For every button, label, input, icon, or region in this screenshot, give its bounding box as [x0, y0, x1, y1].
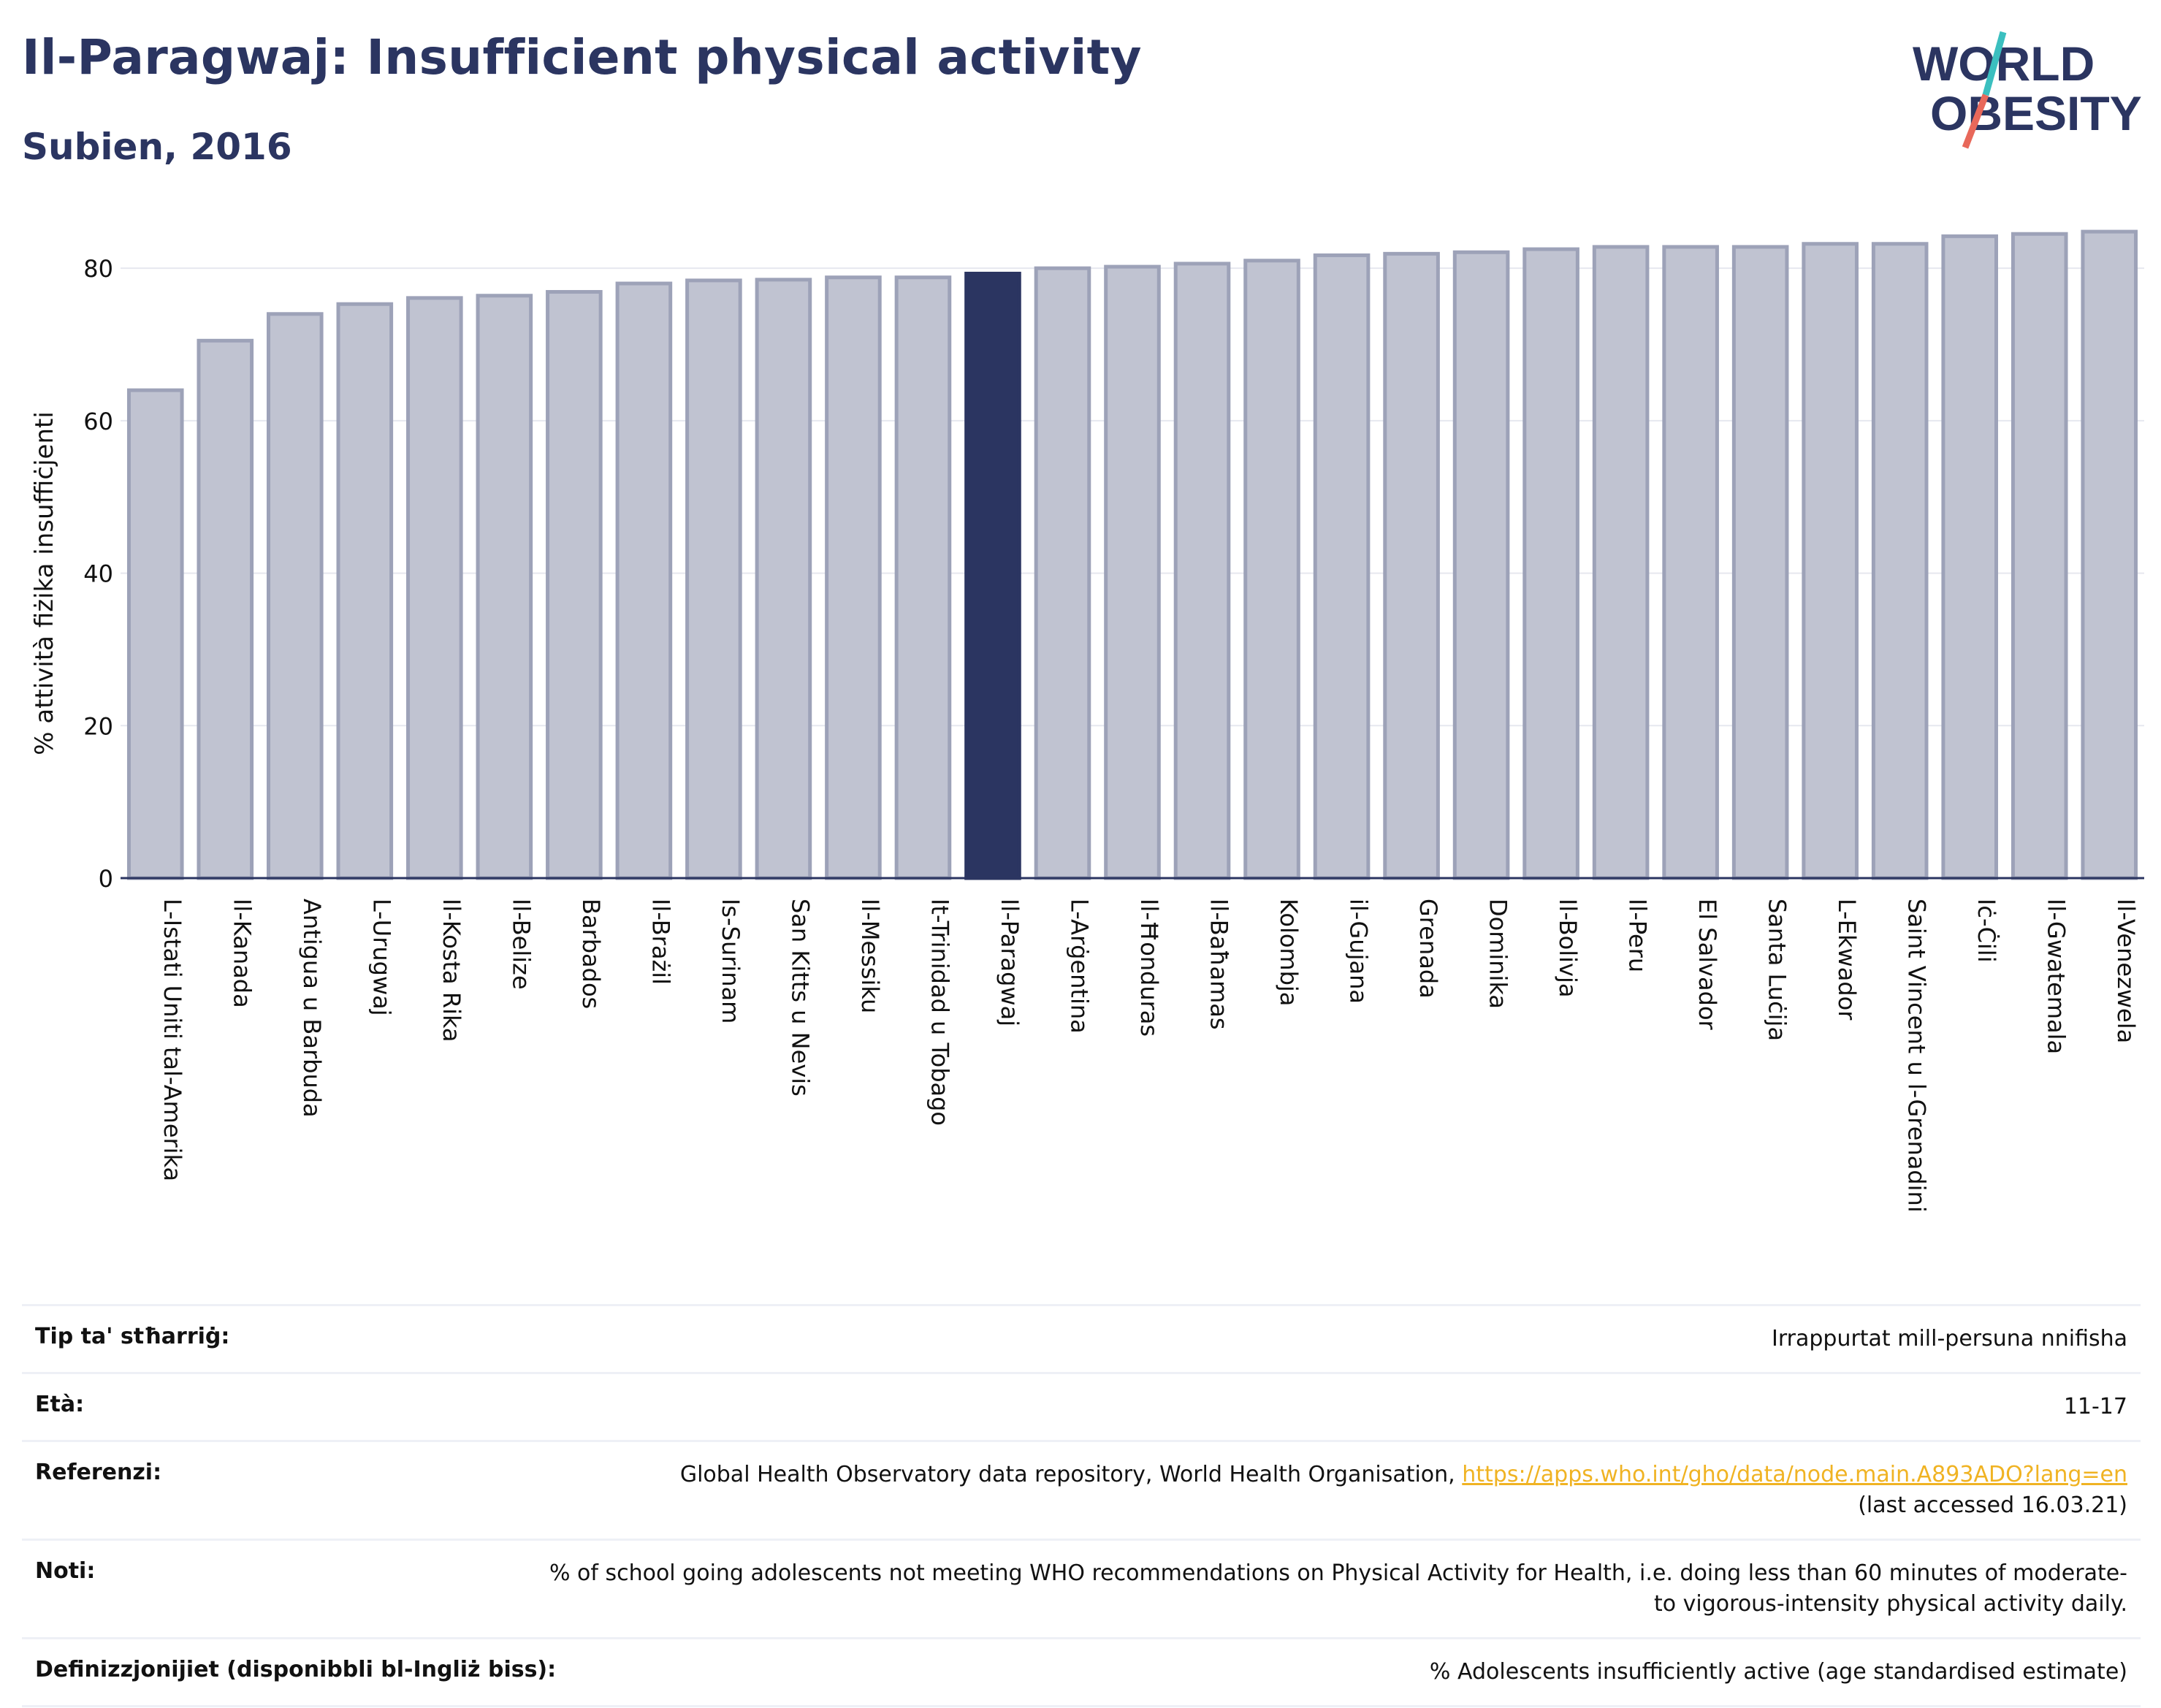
info-table: Tip ta' stħarriġ: Irrappurtat mill-persu… [22, 1304, 2141, 1707]
info-value: Irrappurtat mill-persuna nnifisha [1771, 1326, 2127, 1351]
x-tick-label: Dominika [1485, 899, 1512, 1009]
x-tick-label: Il-Baħamas [1205, 899, 1233, 1030]
info-value: 11-17 [2063, 1394, 2127, 1419]
world-obesity-logo: WORLD OBESITY [1913, 31, 2142, 149]
bar [1173, 262, 1231, 880]
info-label: Referenzi: [35, 1460, 162, 1485]
bar [197, 338, 254, 880]
x-tick-label: L-Urugwaj [367, 899, 395, 1016]
info-value: Global Health Observatory data repositor… [680, 1460, 2141, 1521]
x-tick-label: Il-Paragwaj [996, 899, 1024, 1026]
x-tick-label: Is-Surinam [717, 899, 744, 1023]
bar [1313, 253, 1371, 880]
bar [1104, 264, 1161, 880]
x-tick-label: Kolombja [1275, 899, 1303, 1006]
x-tick-label: Il-Messiku [856, 899, 884, 1013]
info-row-definitions: Definizzjonijiet (disponibbli bl-Ingliż … [22, 1637, 2141, 1707]
bar [1452, 250, 1510, 880]
x-tick-label: Santa Luċija [1764, 899, 1791, 1041]
x-tick-label: Grenada [1414, 899, 1442, 999]
x-tick-label: El Salvador [1693, 899, 1721, 1031]
y-tick-labels: 0 20 40 60 80 [83, 255, 113, 893]
logo-slash-bottom [1962, 94, 1989, 149]
info-value: % Adolescents insufficiently active (age… [1429, 1659, 2127, 1685]
info-label: Età: [35, 1392, 85, 1417]
chart-subtitle: Subien, 2016 [22, 126, 292, 168]
x-tick-label: Iċ-Ċili [1973, 899, 2000, 963]
y-axis-label: % attività fiżika insuffiċjenti [30, 411, 59, 755]
x-tick-label: L-Istati Uniti tal-Amerika [159, 899, 186, 1181]
bar [894, 275, 952, 880]
x-tick-label: Antigua u Barbuda [298, 899, 326, 1118]
info-row-references: Referenzi: Global Health Observatory dat… [22, 1440, 2141, 1539]
bar [406, 296, 463, 880]
bar [1522, 247, 1579, 880]
bar [755, 278, 812, 880]
bar [1592, 245, 1650, 880]
chart-title: Il-Paragwaj: Insufficient physical activ… [22, 29, 1142, 85]
x-tick-label: Il-Bolivja [1554, 899, 1582, 997]
x-tick-label: Barbados [577, 899, 605, 1009]
info-row-notes: Noti: % of school going adolescents not … [22, 1539, 2141, 1637]
bar [1871, 242, 1929, 880]
x-tick-label: Saint Vincent u l-Grenadini [1903, 899, 1931, 1213]
bar [2081, 229, 2138, 880]
x-tick-labels: L-Istati Uniti tal-Amerika Il-Kanada Antig… [159, 899, 2140, 1213]
logo-line-2: OBESITY [1930, 86, 2142, 140]
bar [1243, 259, 1300, 880]
bar [685, 278, 742, 880]
bar [1662, 245, 1719, 880]
bar [615, 281, 673, 880]
bar-chart: 0 20 40 60 80 L-Istati Uniti tal-Amerika Il-K… [30, 229, 2144, 1213]
reference-accessed: (last accessed 16.03.21) [1858, 1492, 2127, 1518]
y-tick-label: 60 [83, 408, 113, 435]
logo-line-1: WORLD [1913, 37, 2095, 91]
bar-highlighted [964, 271, 1021, 880]
x-tick-label: Il-Kanada [228, 899, 256, 1008]
info-row-survey-type: Tip ta' stħarriġ: Irrappurtat mill-persu… [22, 1304, 2141, 1372]
info-label: Tip ta' stħarriġ: [35, 1324, 230, 1349]
x-tick-label: Il-Kosta Rika [438, 899, 465, 1042]
x-tick-label: San Kitts u Nevis [786, 899, 814, 1097]
bar [126, 388, 184, 880]
bar [266, 312, 324, 880]
bar [1941, 234, 1999, 880]
x-tick-label: L-Ekwador [1833, 899, 1861, 1021]
x-tick-label: Il-Brażil [647, 899, 674, 985]
x-tick-label: Il-Peru [1624, 899, 1652, 972]
bar [336, 302, 394, 880]
bar [1383, 251, 1440, 880]
x-tick-label: Il-Venezwela [2112, 899, 2140, 1043]
reference-link[interactable]: https://apps.who.int/gho/data/node.main.… [1462, 1462, 2127, 1487]
x-tick-label: il-Gujana [1345, 899, 1373, 1004]
y-tick-label: 20 [83, 712, 113, 740]
y-tick-label: 0 [99, 865, 113, 893]
bar [1034, 266, 1091, 880]
x-tick-label: Il-Belize [507, 899, 535, 990]
x-tick-label: It-Trinidad u Tobago [926, 899, 953, 1126]
logo-slash-top [1982, 31, 2007, 96]
bar [1731, 245, 1789, 880]
bar [825, 275, 882, 880]
bar [2011, 232, 2068, 880]
y-tick-label: 80 [83, 255, 113, 283]
x-tick-label: Il-Ħonduras [1135, 899, 1163, 1037]
info-value: % of school going adolescents not meetin… [549, 1560, 2127, 1617]
bar [1802, 242, 1859, 880]
info-row-age: Età: 11-17 [22, 1372, 2141, 1440]
info-label: Noti: [35, 1558, 96, 1584]
y-tick-label: 40 [83, 560, 113, 588]
info-label: Definizzjonijiet (disponibbli bl-Ingliż … [35, 1657, 557, 1682]
bars [126, 229, 2138, 880]
x-tick-label: Il-Gwatemala [2043, 899, 2070, 1054]
x-tick-label: L-Arġentina [1065, 899, 1093, 1034]
bar [476, 294, 533, 880]
bar [546, 290, 603, 880]
reference-text: Global Health Observatory data repositor… [679, 1462, 1455, 1487]
